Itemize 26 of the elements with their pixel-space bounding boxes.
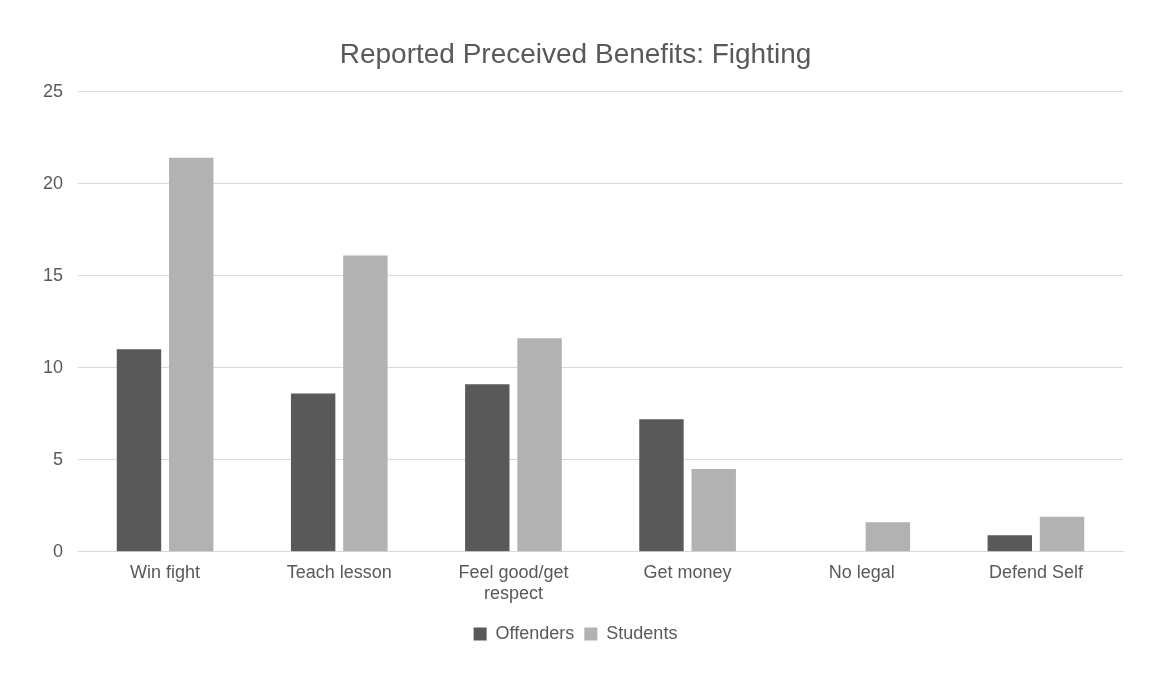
y-tick-label: 20: [42, 172, 64, 193]
chart-title: Reported Preceived Benefits: Fighting: [339, 37, 812, 69]
bar: [987, 535, 1032, 552]
bar: [517, 338, 562, 552]
x-tick-label: Win fight: [130, 561, 201, 582]
y-tick-label: 5: [53, 448, 64, 469]
bar: [290, 393, 336, 552]
bar: [865, 522, 911, 552]
legend-label: Offenders: [495, 622, 575, 643]
bar: [343, 255, 388, 552]
legend-label: Students: [606, 622, 678, 643]
bar: [691, 468, 736, 552]
y-tick-label: 10: [42, 356, 64, 377]
x-tick-label: No legal: [828, 561, 895, 582]
bar: [465, 384, 510, 552]
bar: [169, 157, 214, 552]
bar: [1039, 516, 1085, 552]
bar: [639, 419, 684, 552]
y-tick-label: 15: [42, 264, 64, 285]
y-tick-label: 0: [53, 540, 64, 561]
x-tick-label: Get money: [643, 561, 732, 582]
x-tick-label: Feel good/get respect: [458, 561, 569, 604]
y-tick-label: 25: [42, 80, 64, 101]
x-tick-label: Teach lesson: [286, 561, 392, 582]
bar: [116, 349, 162, 552]
x-tick-label: Defend Self: [988, 561, 1084, 582]
